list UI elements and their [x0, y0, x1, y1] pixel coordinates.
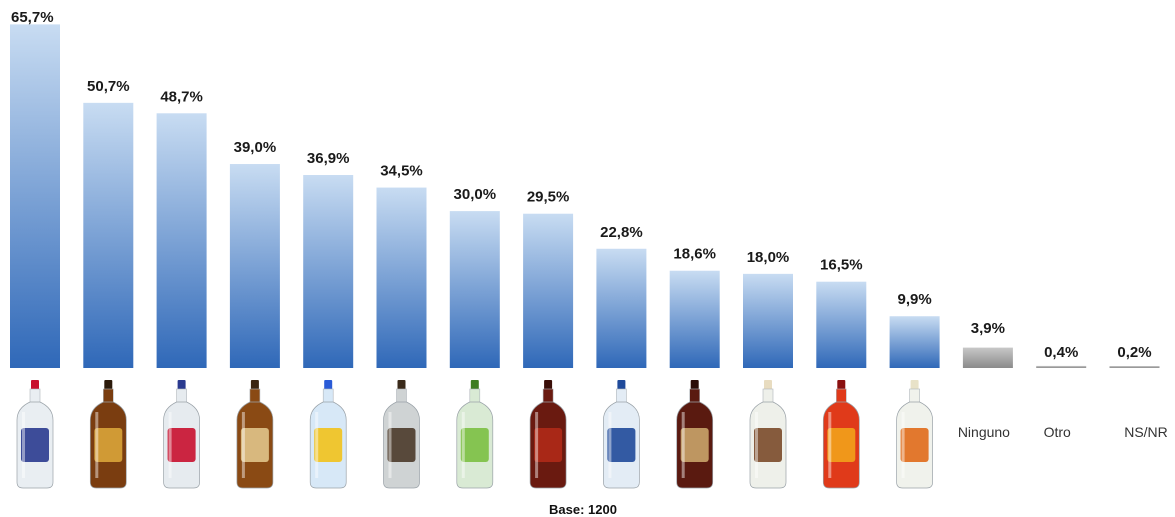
bar	[816, 281, 867, 368]
bottle-icon	[163, 380, 200, 489]
value-label: 30,0%	[454, 186, 497, 203]
bar	[743, 273, 793, 368]
bar	[1109, 366, 1160, 368]
bar	[596, 248, 647, 368]
bottle-icon	[603, 380, 640, 489]
category-label: NS/NR	[1124, 424, 1168, 440]
bottle-icon	[383, 380, 420, 489]
value-label: 34,5%	[380, 163, 423, 180]
category-label: Ninguno	[958, 424, 1010, 440]
category-label: Otro	[1044, 424, 1071, 440]
bar	[1036, 365, 1087, 368]
value-label: 9,9%	[897, 291, 931, 308]
bar	[376, 187, 427, 368]
bar	[229, 164, 280, 368]
bar	[523, 213, 574, 368]
value-label: 39,0%	[234, 139, 277, 156]
bottle-icon	[309, 380, 347, 489]
bottle-icon	[16, 380, 54, 489]
bottle-icon	[822, 380, 860, 489]
bar	[303, 175, 354, 368]
bottle-icon	[89, 380, 127, 489]
bar	[962, 347, 1013, 368]
value-label: 29,5%	[527, 189, 570, 206]
bar	[669, 270, 720, 368]
bottle-icon	[749, 380, 787, 489]
bottle-icon	[676, 380, 714, 489]
bar	[449, 211, 500, 368]
value-label: 22,8%	[600, 224, 643, 241]
value-label: 48,7%	[160, 88, 203, 105]
value-label: 0,2%	[1117, 344, 1151, 361]
value-label: 16,5%	[820, 257, 863, 274]
value-label: 0,4%	[1044, 344, 1078, 361]
value-label: 65,7%	[11, 9, 54, 26]
value-label: 18,0%	[747, 249, 790, 266]
value-label: 18,6%	[673, 246, 716, 263]
bar	[10, 24, 60, 368]
bottle-icon	[529, 380, 567, 489]
value-label: 3,9%	[971, 320, 1005, 337]
bottle-icon	[236, 380, 274, 489]
bar	[83, 102, 134, 369]
value-label: 50,7%	[87, 78, 130, 95]
bar	[156, 113, 207, 368]
bottle-icon	[456, 380, 494, 489]
bottle-icon	[896, 380, 933, 489]
value-label: 36,9%	[307, 150, 350, 167]
base-label: Base: 1200	[549, 502, 617, 517]
bar	[889, 316, 940, 368]
